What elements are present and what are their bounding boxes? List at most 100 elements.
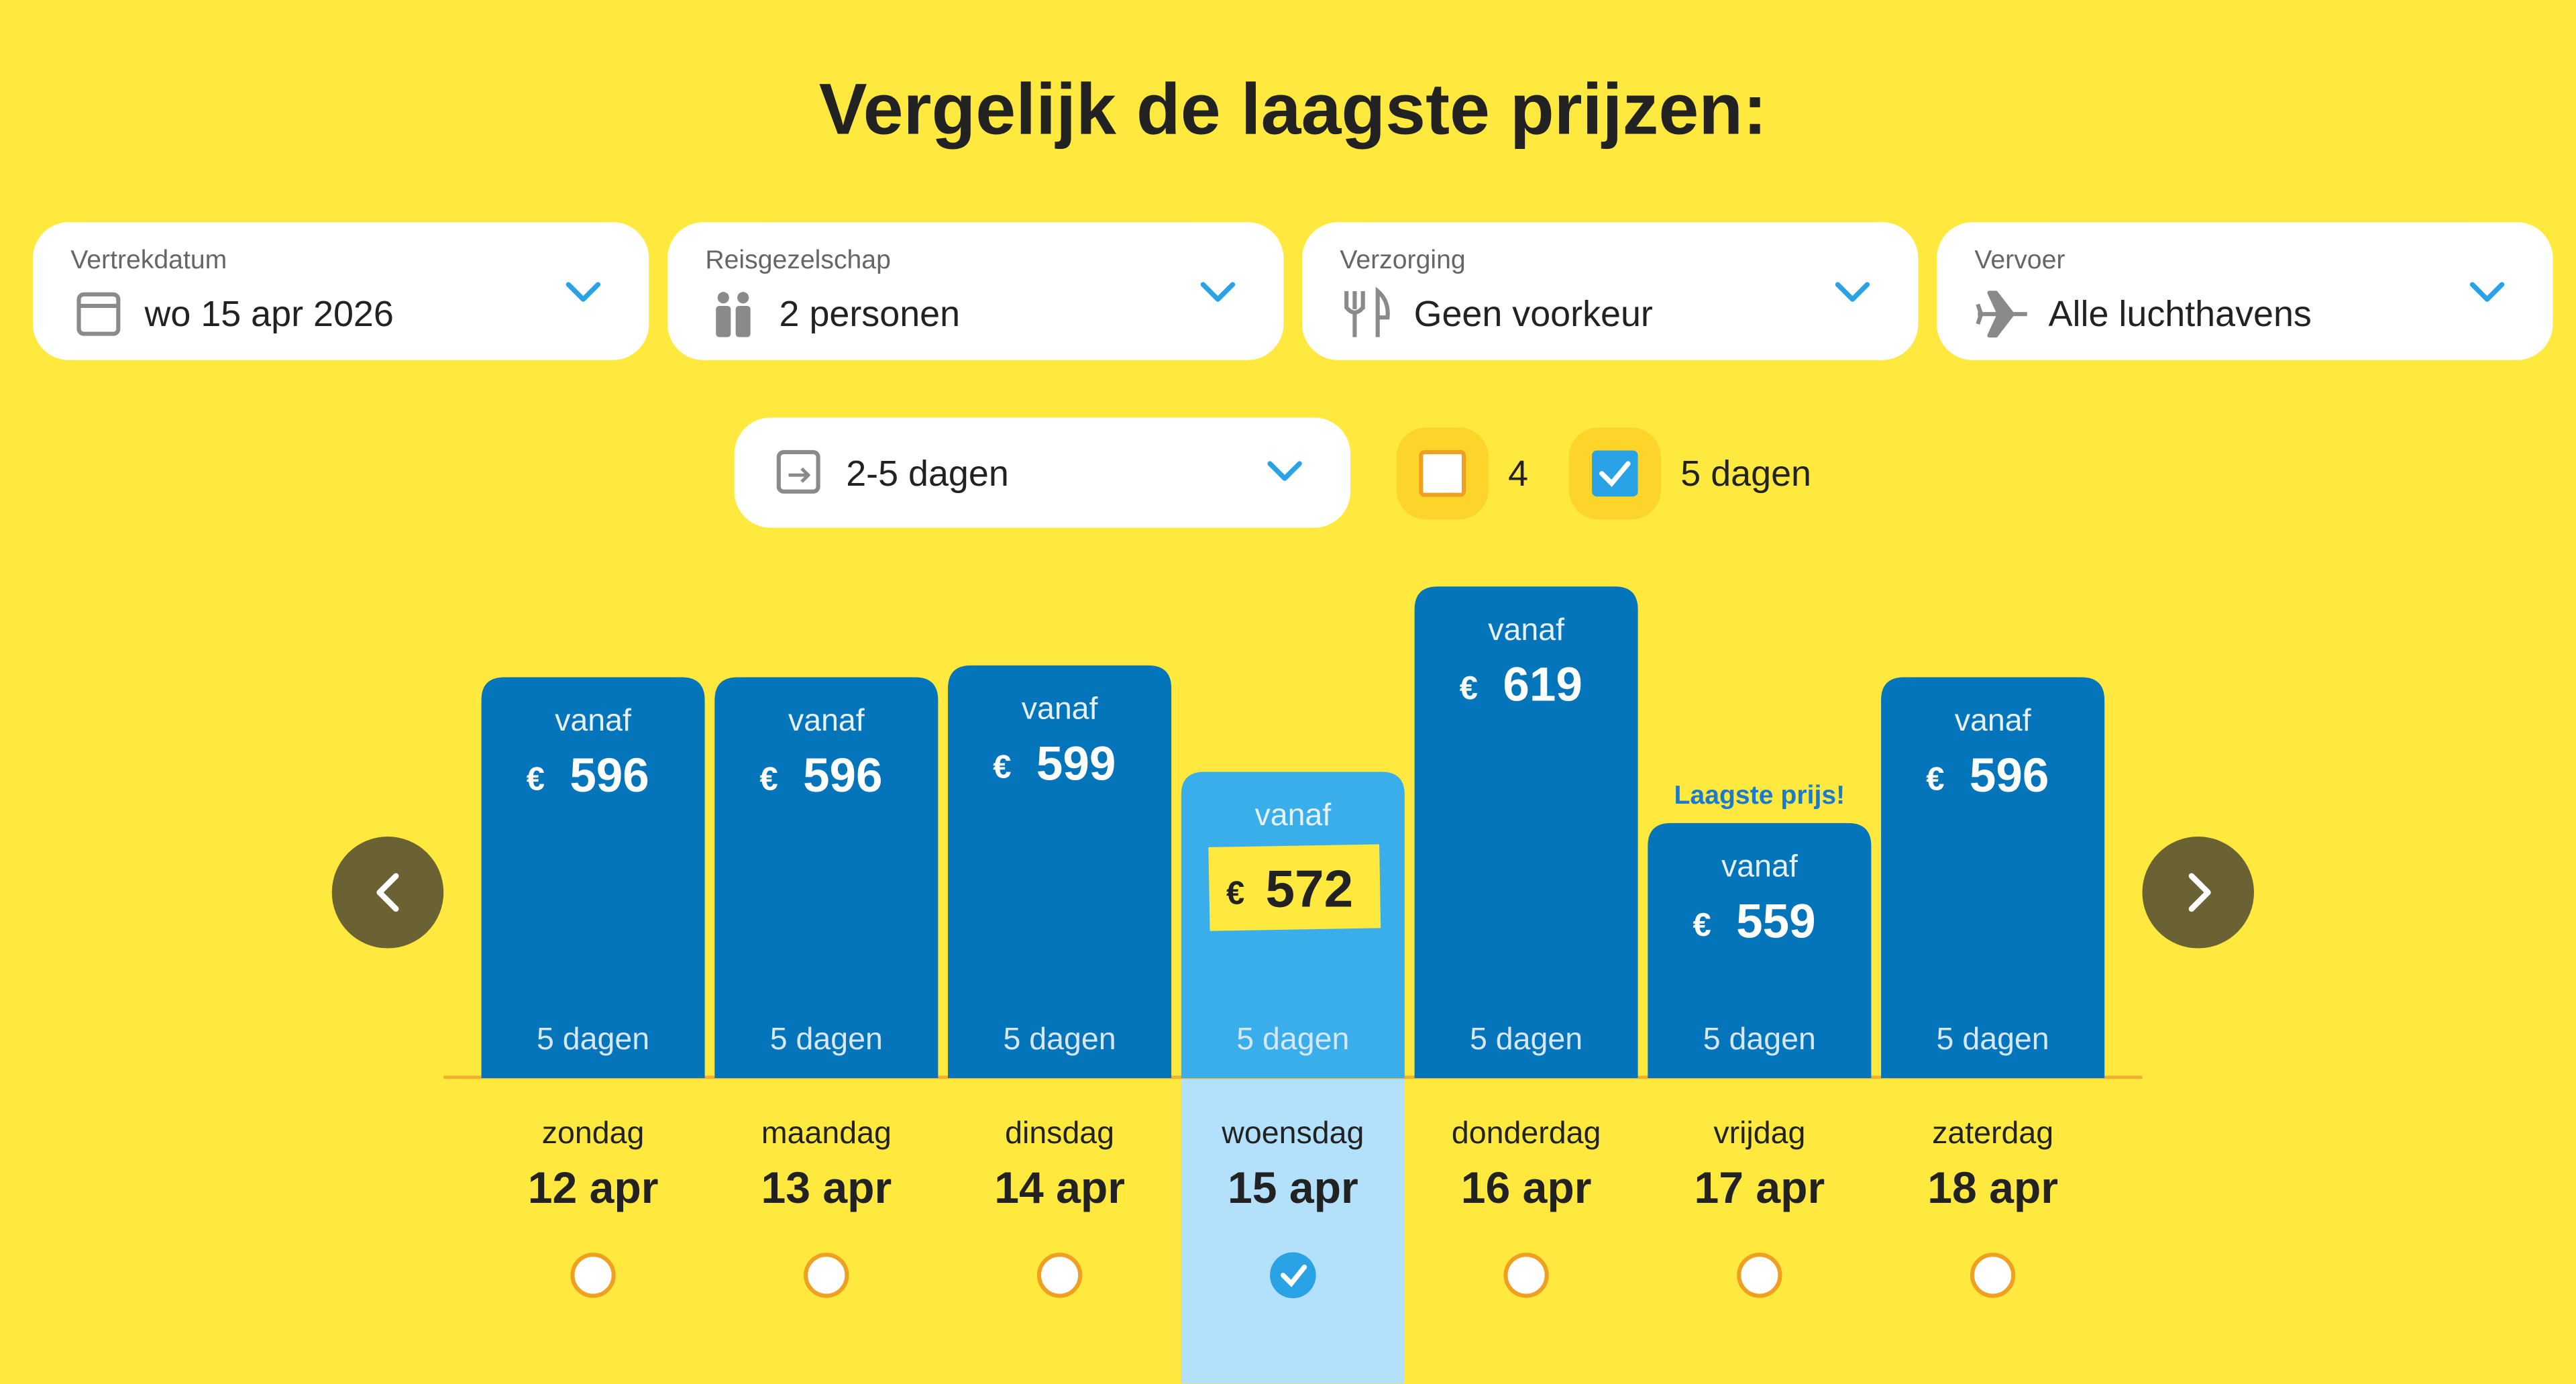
filters: Vertrekdatum wo 15 apr 2026 Reisgezelschap… <box>32 222 2553 360</box>
date: 17 apr <box>1694 1163 1825 1213</box>
filter-dropdown[interactable]: Reisgezelschap 2 personen <box>667 222 1284 360</box>
duration-card[interactable] <box>734 417 1351 528</box>
weekday: woensdag <box>1221 1115 1364 1150</box>
currency: € <box>760 761 778 797</box>
weekday: vrijdag <box>1713 1115 1805 1150</box>
weekday: dinsdag <box>1005 1115 1114 1150</box>
from-label: vanaf <box>1022 691 1098 726</box>
prev-icon <box>376 873 399 912</box>
filter-dropdown[interactable]: Vertrekdatum wo 15 apr 2026 <box>32 222 649 360</box>
day-column[interactable]: vanaf € 599 5 dagen dinsdag 14 apr <box>948 665 1172 1298</box>
lowest-price-badge: Laagste prijs! <box>1674 781 1845 810</box>
checkbox[interactable]: 5 dagen <box>1568 427 1811 520</box>
day-column[interactable]: vanaf € 619 5 dagen donderdag 16 apr <box>1414 586 1638 1298</box>
chevron <box>1200 282 1236 302</box>
filter-label: Vertrekdatum <box>70 246 227 274</box>
date: 13 apr <box>761 1163 892 1213</box>
radio[interactable] <box>1036 1253 1083 1298</box>
from-label: vanaf <box>1488 612 1564 647</box>
radio[interactable] <box>1737 1253 1782 1298</box>
filter-card[interactable] <box>667 222 1284 360</box>
filter-value: wo 15 apr 2026 <box>144 294 394 334</box>
weekday: maandag <box>761 1115 892 1150</box>
currency: € <box>993 749 1011 786</box>
price-bar[interactable] <box>1414 586 1638 1079</box>
filter-dropdown[interactable]: Vervoer Alle luchthavens <box>1937 222 2553 360</box>
checkbox[interactable]: 4 <box>1396 427 1528 520</box>
person-icon-body <box>735 305 751 337</box>
day-column[interactable]: Laagste prijs! vanaf € 559 5 dagen vrijdag 17 … <box>1648 781 1872 1298</box>
next-icon <box>2188 873 2211 912</box>
duration-label: 5 dagen <box>1470 1021 1582 1056</box>
day-column[interactable]: vanaf € 572 5 dagen woensdag 15 apr <box>1181 771 1405 1299</box>
day-column[interactable]: vanaf € 596 5 dagen zondag 12 apr <box>481 677 705 1298</box>
weekday: donderdag <box>1452 1115 1601 1150</box>
duration-value: 2-5 dagen <box>846 454 1009 494</box>
title: Vergelijk de laagste prijzen: <box>819 68 1767 150</box>
filter-label: Reisgezelschap <box>705 246 891 274</box>
next-button[interactable] <box>2142 837 2254 949</box>
selected-column-bg <box>1181 1078 1405 1384</box>
price-bar[interactable] <box>1648 822 1872 1079</box>
from-label: vanaf <box>1721 849 1798 884</box>
plane-icon <box>1976 290 2027 338</box>
checkbox-check <box>1599 461 1631 487</box>
chevron <box>1835 282 1870 302</box>
duration-dropdown[interactable]: 2-5 dagen <box>734 417 1351 528</box>
duration-label: 5 dagen <box>1937 1021 2049 1056</box>
currency: € <box>1926 761 1944 797</box>
checkbox-box[interactable] <box>1592 450 1638 497</box>
weekday: zondag <box>542 1115 645 1150</box>
checkbox-label: 5 dagen <box>1680 454 1811 494</box>
radio[interactable] <box>1970 1253 2016 1298</box>
prev-button-bg[interactable] <box>331 837 444 949</box>
filter-value: 2 personen <box>780 294 961 334</box>
price-bar[interactable] <box>948 665 1172 1079</box>
price: 596 <box>803 749 882 802</box>
person-icon-head <box>737 292 749 304</box>
checkbox-label: 4 <box>1508 454 1528 494</box>
filter-dropdown[interactable]: Verzorging Geen voorkeur <box>1302 222 1919 360</box>
duration-icon <box>776 449 820 494</box>
price-highlight <box>1208 844 1381 931</box>
prev-button[interactable] <box>331 837 444 949</box>
weekday: zaterdag <box>1932 1115 2053 1150</box>
currency: € <box>527 761 545 797</box>
price-bar[interactable] <box>481 677 705 1079</box>
date: 12 apr <box>528 1163 659 1213</box>
date: 16 apr <box>1461 1163 1592 1213</box>
from-label: vanaf <box>555 702 631 737</box>
checkbox-box[interactable] <box>1419 449 1466 497</box>
price: 596 <box>570 749 649 802</box>
radio[interactable] <box>1270 1252 1316 1299</box>
date: 15 apr <box>1228 1163 1358 1213</box>
duration-label: 5 dagen <box>1004 1021 1116 1056</box>
from-label: vanaf <box>1254 797 1331 832</box>
chevron <box>2469 282 2505 302</box>
radio[interactable] <box>804 1253 849 1298</box>
filter-value: Geen voorkeur <box>1414 294 1653 334</box>
cutlery-icon <box>1344 286 1390 337</box>
duration-label: 5 dagen <box>1236 1021 1349 1056</box>
next-button-bg[interactable] <box>2142 837 2254 949</box>
price-bar[interactable] <box>1881 677 2105 1079</box>
price-bars: vanaf € 596 5 dagen zondag 12 apr vanaf € 596 5 d… <box>481 586 2105 1299</box>
currency: € <box>1226 875 1244 912</box>
price: 572 <box>1265 859 1353 918</box>
radio[interactable] <box>570 1253 616 1298</box>
filter-card[interactable] <box>1302 222 1919 360</box>
day-column[interactable]: vanaf € 596 5 dagen zaterdag 18 apr <box>1881 677 2105 1298</box>
filter-card[interactable] <box>32 222 649 360</box>
price-bar[interactable] <box>714 677 938 1079</box>
filter-card[interactable] <box>1937 222 2553 360</box>
from-label: vanaf <box>1955 702 2031 737</box>
filter-label: Vervoer <box>1974 246 2065 274</box>
radio-check <box>1280 1264 1307 1287</box>
radio[interactable] <box>1503 1253 1549 1298</box>
chevron <box>566 282 601 302</box>
day-column[interactable]: vanaf € 596 5 dagen maandag 13 apr <box>714 677 938 1298</box>
duration-label: 5 dagen <box>537 1021 649 1056</box>
from-label: vanaf <box>788 702 865 737</box>
